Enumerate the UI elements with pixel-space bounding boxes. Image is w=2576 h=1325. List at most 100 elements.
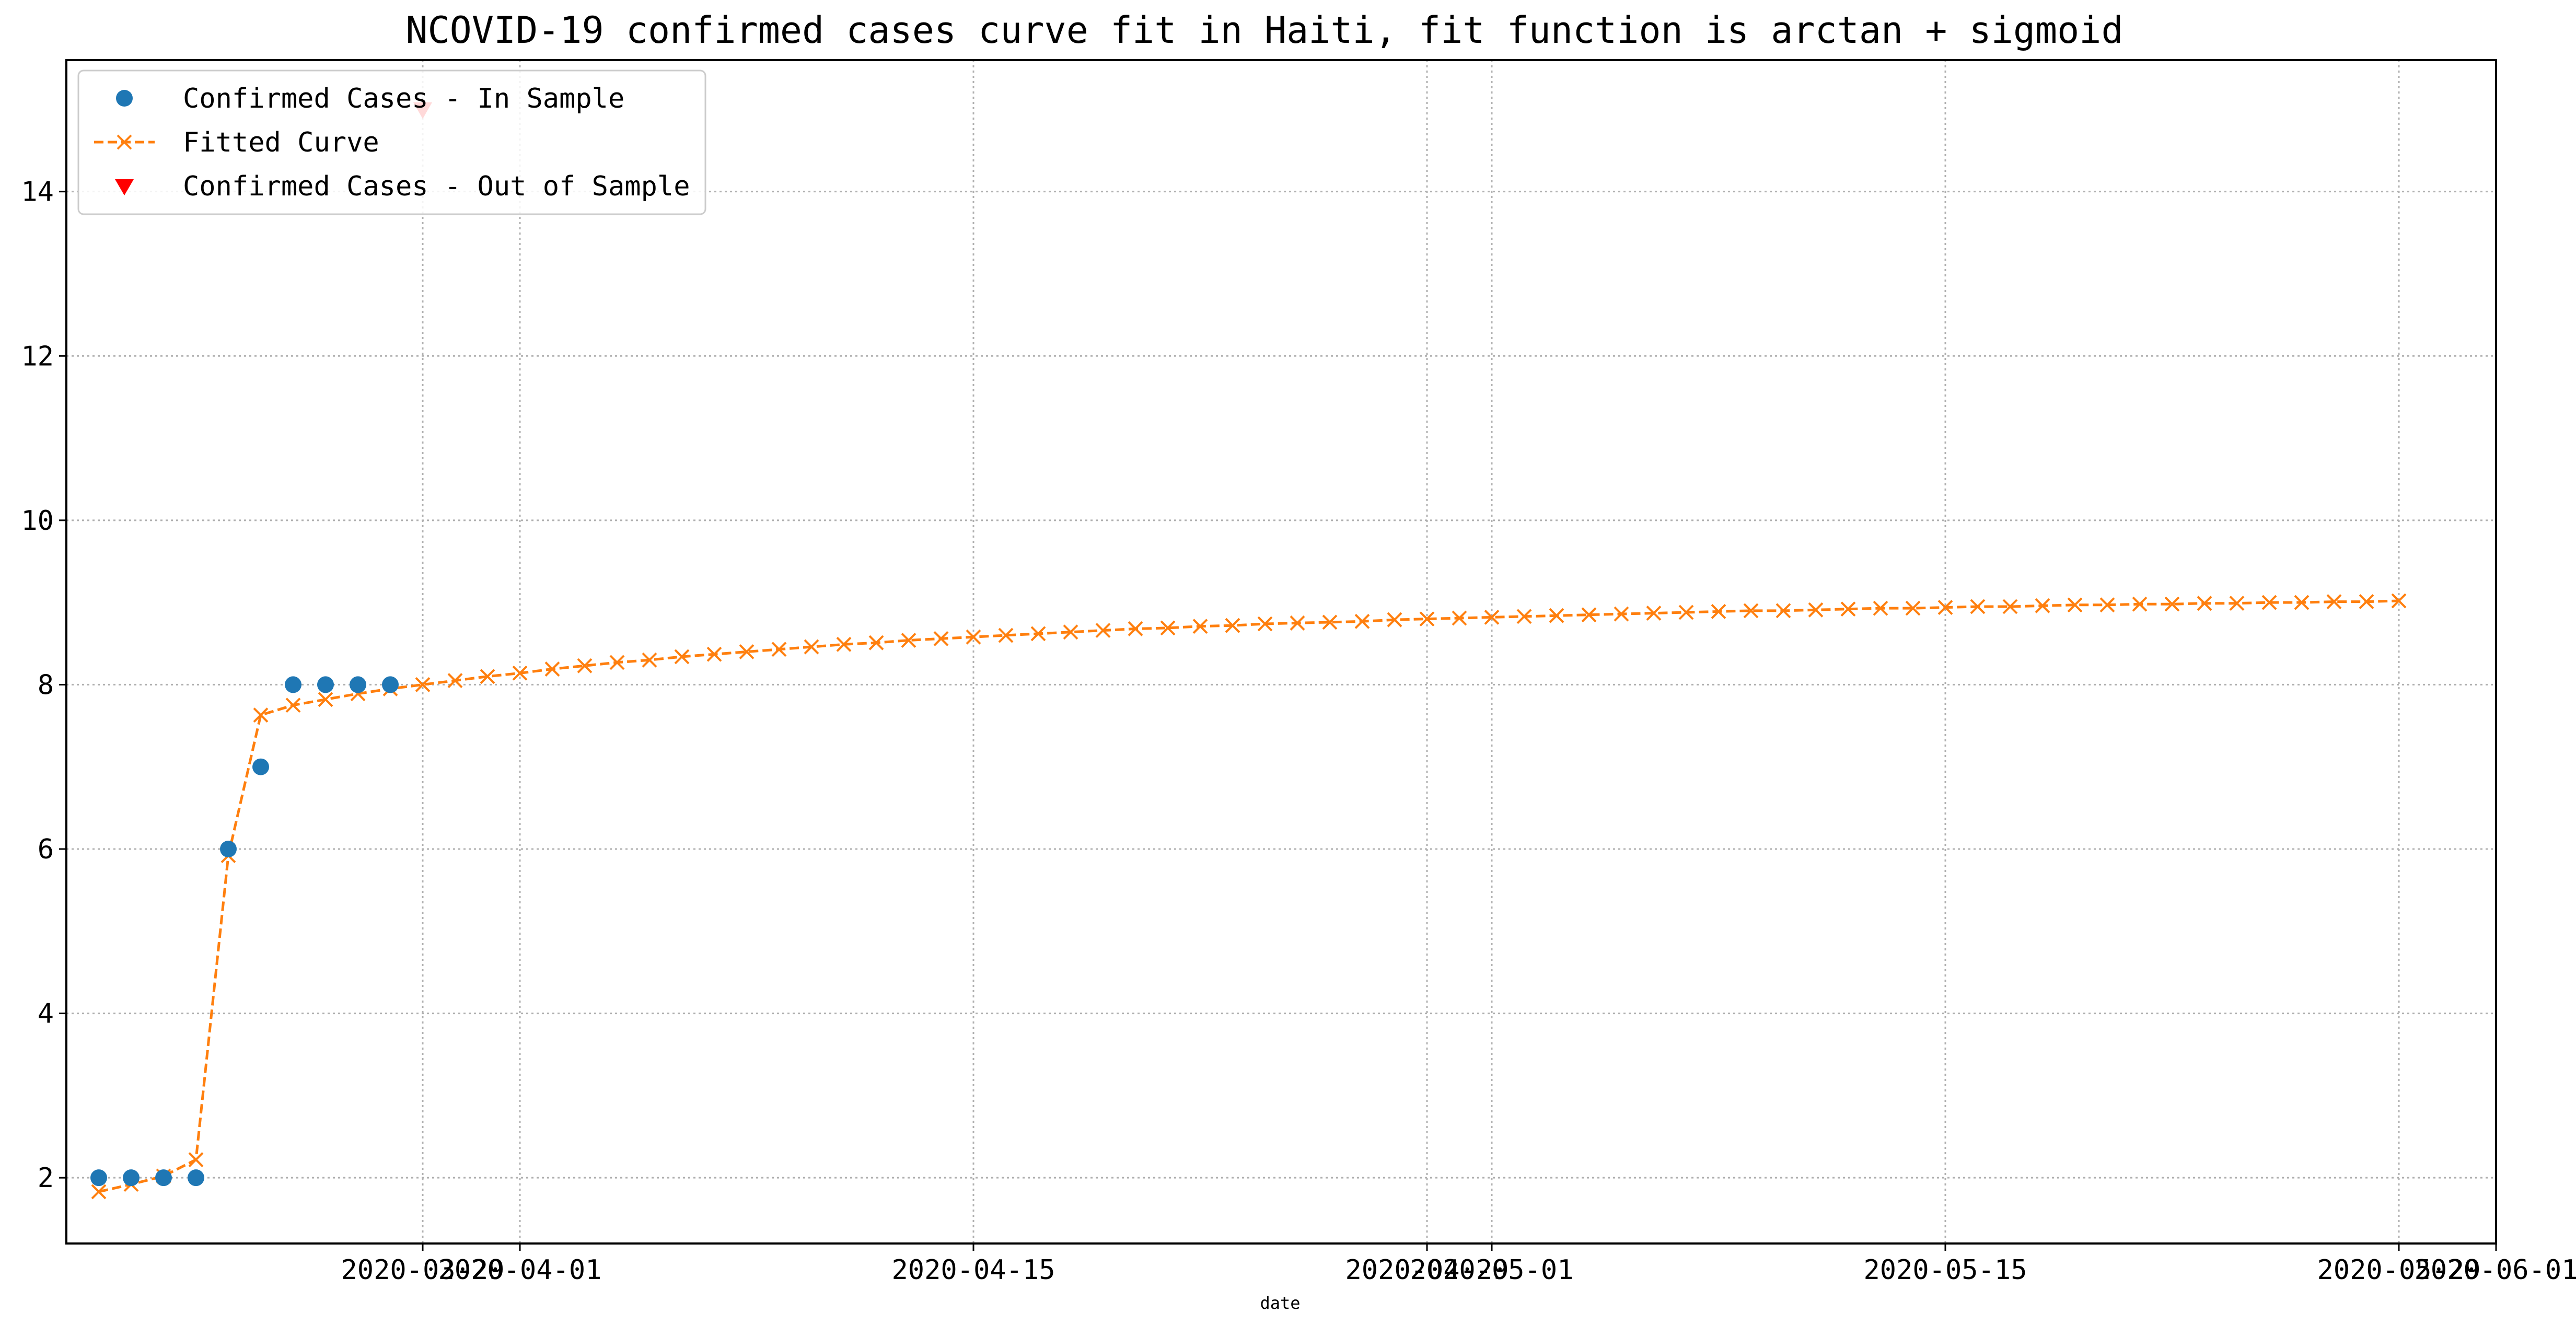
fitted-curve-point: [1614, 606, 1629, 622]
fitted-curve-point: [1452, 610, 1467, 626]
legend-label: Confirmed Cases - Out of Sample: [183, 171, 690, 202]
x-axis-label: date: [1260, 1293, 1300, 1313]
fitted-curve-point: [2132, 596, 2148, 612]
x-tick-label: 2020-04-01: [438, 1254, 601, 1286]
fitted-curve-point: [706, 646, 722, 662]
fitted-curve-point: [1030, 626, 1046, 642]
fitted-curve-point: [2099, 597, 2115, 613]
x-tick-label: 2020-04-15: [891, 1254, 1055, 1286]
y-tick-label: 14: [21, 177, 54, 208]
fitted-curve-point: [2067, 597, 2083, 613]
y-tick-label: 10: [21, 505, 54, 537]
fitted-curve-point: [836, 636, 852, 652]
legend-label: Confirmed Cases - In Sample: [183, 83, 624, 114]
fitted-curve-point: [285, 698, 301, 713]
legend-marker-out-of-sample: [115, 179, 134, 195]
fitted-curve-point: [1354, 613, 1370, 629]
plot-series: [90, 102, 2407, 1200]
fitted-curve-point: [447, 673, 463, 688]
fitted-curve-point: [1808, 602, 1824, 618]
y-tick-label: 8: [38, 669, 54, 701]
fitted-curve-point: [1063, 624, 1078, 640]
fitted-curve-point: [512, 665, 528, 681]
plot-frame: [65, 59, 2497, 1245]
fitted-curve-point: [415, 677, 431, 692]
fitted-curve-point: [1840, 601, 1856, 617]
fitted-curve-point: [1743, 603, 1759, 619]
fitted-curve-point: [2359, 594, 2374, 609]
legend: Confirmed Cases - In Sample Fitted Curve C…: [77, 69, 706, 215]
fitted-curve-point: [318, 692, 333, 707]
fitted-curve-point: [1128, 621, 1143, 636]
y-tick-label: 2: [38, 1163, 54, 1194]
fitted-curve-point: [1549, 608, 1564, 623]
in-sample-point: [350, 676, 366, 693]
fitted-curve-point: [1581, 607, 1597, 623]
fitted-curve-point: [2326, 594, 2342, 609]
legend-box: [77, 69, 706, 215]
fitted-curve-point: [1290, 615, 1305, 631]
fitted-curve-point: [1095, 623, 1111, 638]
fitted-curve-point: [1484, 610, 1500, 625]
fitted-curve-point: [642, 652, 657, 668]
fitted-curve-point: [1192, 619, 1208, 634]
fitted-curve-point: [1387, 612, 1402, 627]
in-sample-point: [188, 1169, 204, 1187]
fitted-curve-point: [933, 631, 949, 646]
fitted-curve-point: [480, 669, 495, 684]
fitted-curve-line: [98, 599, 2399, 1193]
in-sample-point: [382, 676, 399, 693]
in-sample-point: [155, 1169, 172, 1187]
fitted-curve-point: [577, 658, 593, 673]
fitted-curve-point: [544, 661, 560, 677]
fitted-curve-point: [1711, 604, 1726, 619]
fitted-curve-point: [868, 635, 884, 650]
fitted-curve-point: [1873, 600, 1888, 616]
fitted-curve-point: [2391, 593, 2407, 609]
fitted-curve-point: [674, 649, 690, 665]
x-tick-label: 2020-03-29: [341, 1254, 504, 1286]
fitted-curve-point: [901, 633, 916, 648]
y-tick-label: 6: [38, 834, 54, 865]
chart-title: NCOVID-19 confirmed cases curve fit in H…: [405, 9, 2123, 52]
x-tick-label: 2020-04-29: [1345, 1254, 1509, 1286]
fitted-curve-point: [253, 707, 269, 723]
fitted-curve-point: [966, 629, 981, 645]
x-tick-label: 2020-06-01: [2414, 1254, 2576, 1286]
fitted-curve-point: [1225, 618, 1240, 633]
in-sample-point: [220, 841, 237, 857]
fitted-curve-point: [91, 1184, 107, 1200]
fitted-curve-point: [2197, 596, 2212, 611]
fitted-curve-point: [998, 627, 1014, 643]
x-tick-label: 2020-05-01: [1410, 1254, 1573, 1286]
fitted-curve-point: [188, 1152, 204, 1167]
legend-marker-fitted: [117, 134, 132, 150]
legend-marker-in-sample: [116, 90, 133, 107]
fitted-curve-point: [1257, 616, 1273, 632]
fitted-curve-point: [1646, 606, 1662, 621]
fitted-curve-point: [1970, 599, 1986, 614]
fitted-curve-point: [2261, 595, 2277, 610]
fitted-curve-point: [2229, 596, 2245, 611]
fitted-curve-point: [1905, 600, 1921, 616]
fitted-curve-point: [2035, 598, 2050, 613]
fitted-curve-point: [2164, 596, 2180, 612]
x-tick-label: 2020-05-29: [2317, 1254, 2480, 1286]
grid-lines: [66, 60, 2497, 1243]
fitted-curve-point: [1776, 603, 1791, 619]
fitted-curve-point: [1160, 620, 1176, 636]
fitted-curve-point: [1937, 600, 1953, 615]
fitted-curve-point: [804, 639, 819, 655]
x-tick-label: 2020-05-15: [1863, 1254, 2027, 1286]
in-sample-point: [123, 1169, 140, 1187]
fitted-curve-point: [1322, 614, 1338, 630]
in-sample-point: [90, 1169, 107, 1187]
fitted-curve-point: [1678, 605, 1694, 620]
fitted-curve-point: [1516, 609, 1532, 624]
fitted-curve-point: [1419, 611, 1435, 626]
fitted-curve-point: [609, 655, 625, 670]
fitted-curve-point: [2294, 595, 2310, 610]
y-tick-label: 4: [38, 998, 54, 1030]
